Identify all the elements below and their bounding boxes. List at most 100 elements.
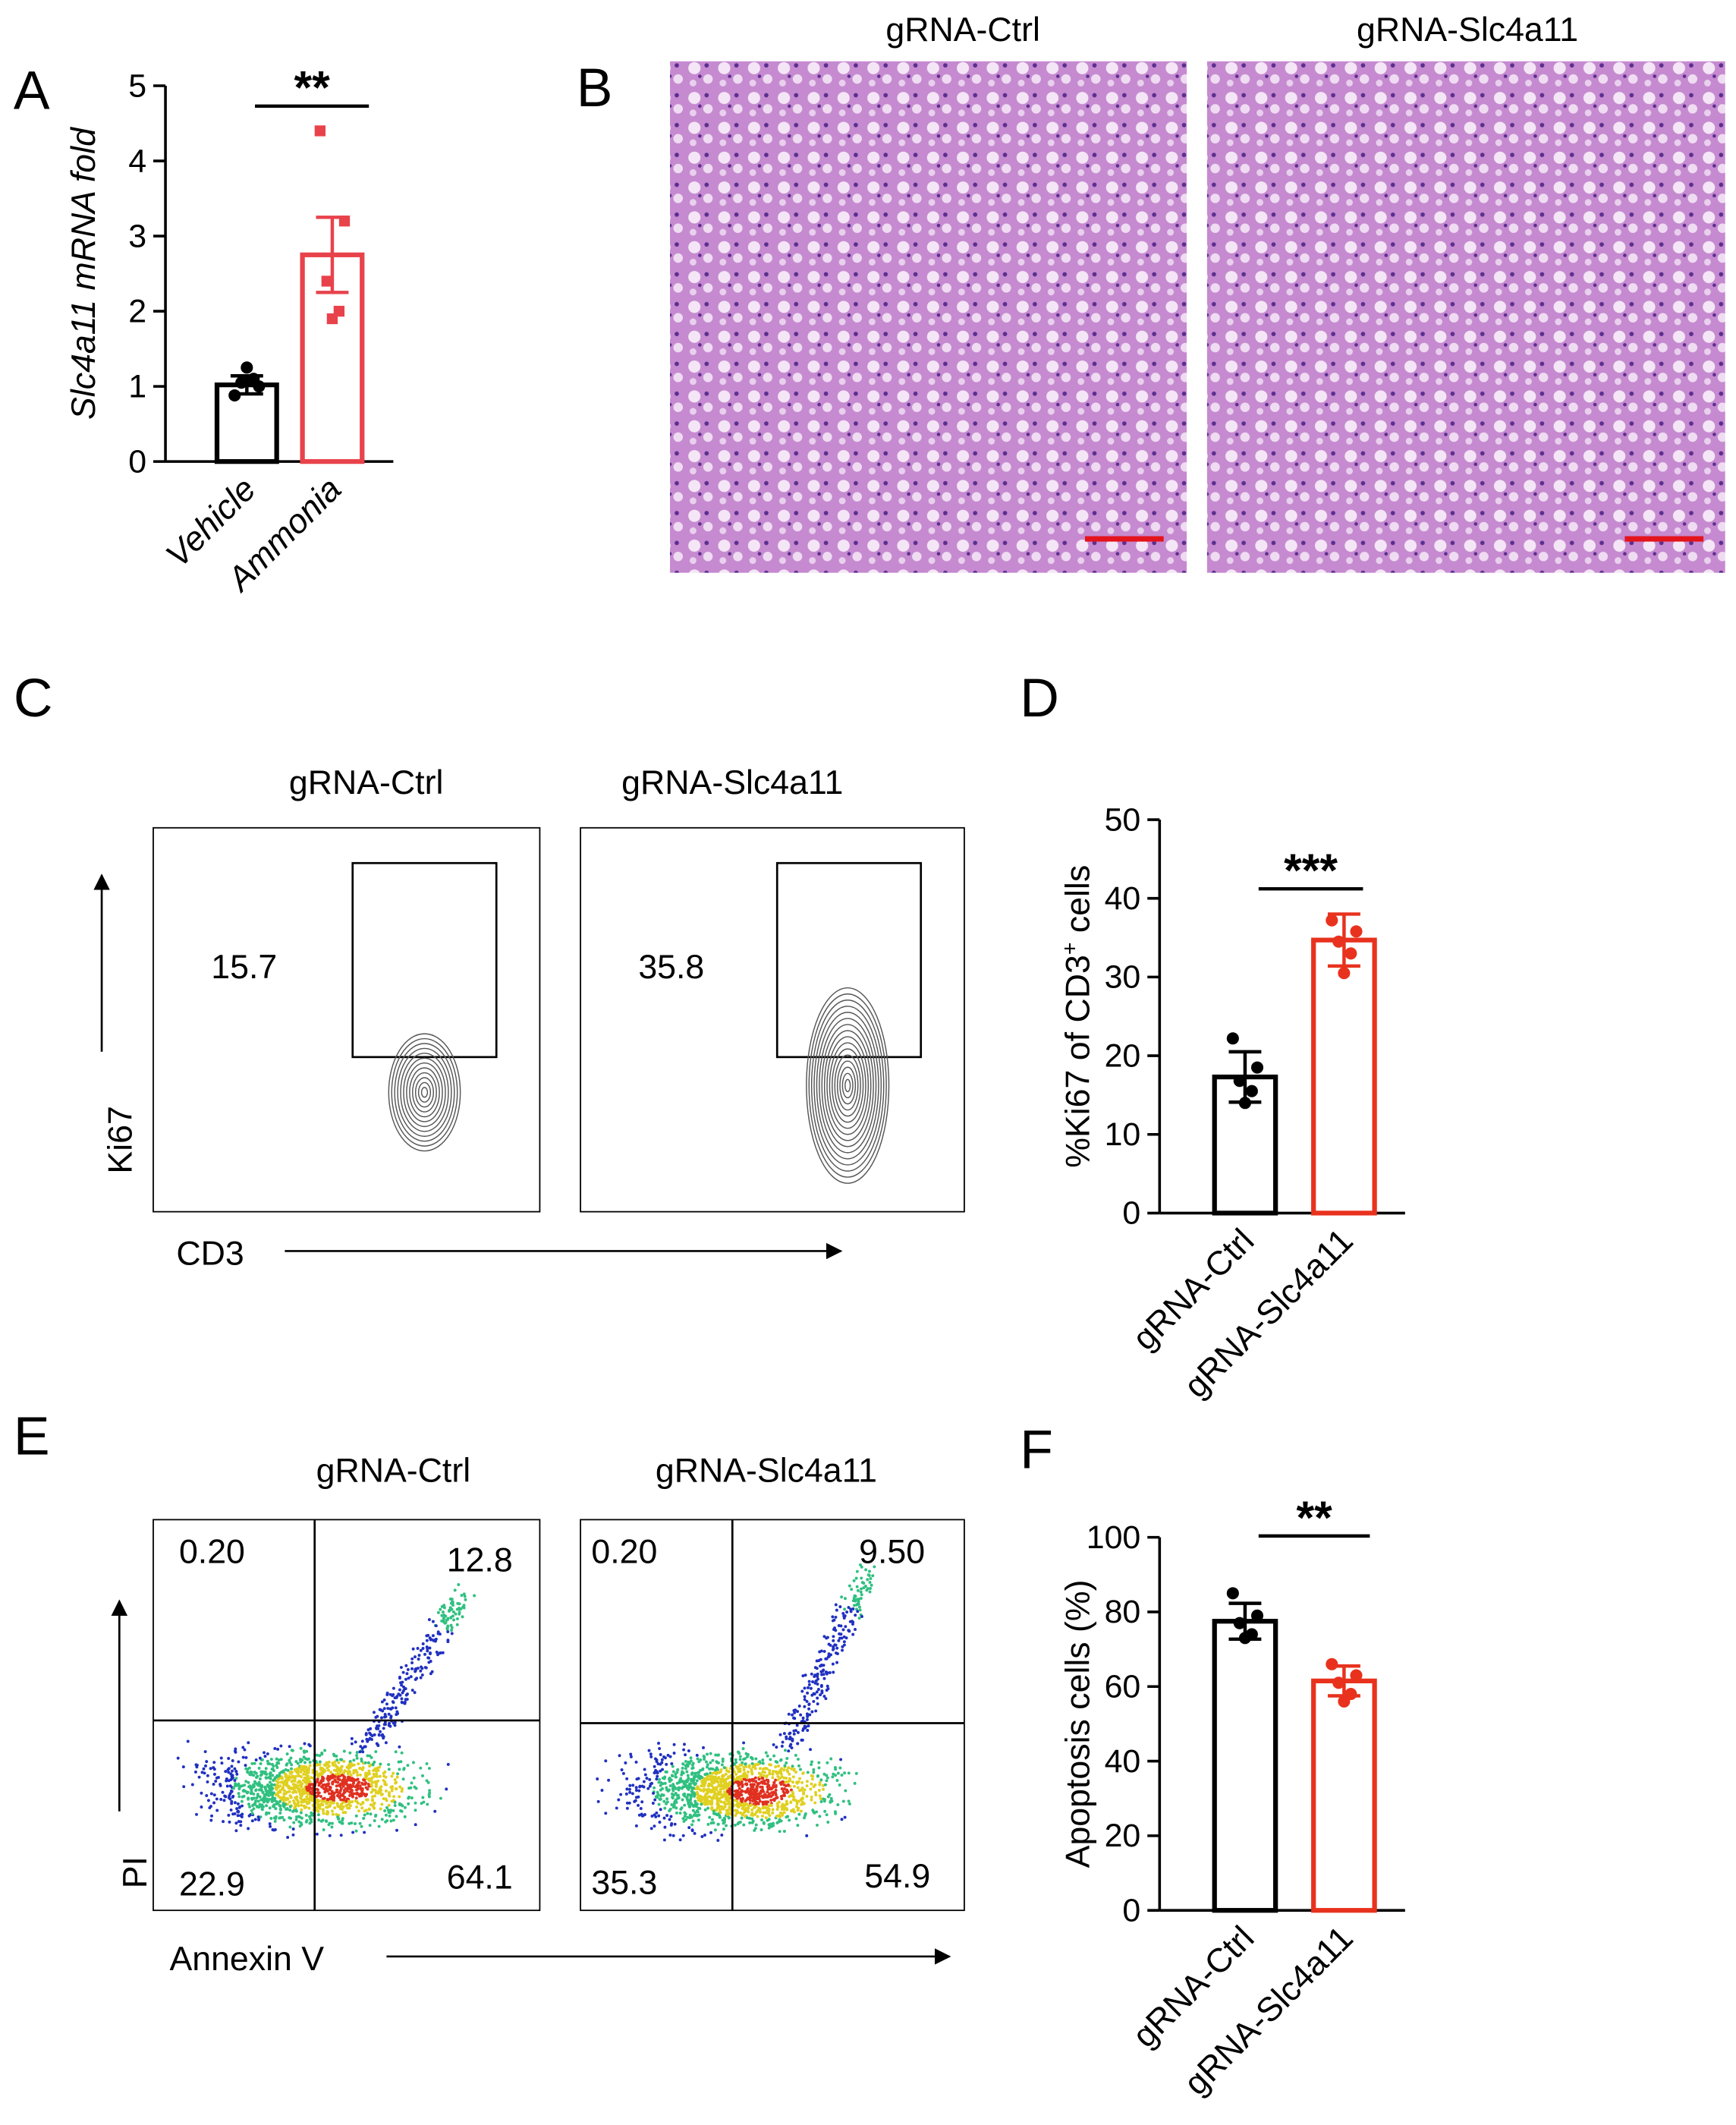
event-dot <box>780 1808 784 1811</box>
event-dot <box>363 1745 366 1749</box>
event-dot <box>600 1789 604 1792</box>
event-dot <box>288 1800 291 1804</box>
significance: *** <box>1284 845 1338 896</box>
event-dot <box>836 1802 840 1806</box>
event-dot <box>414 1801 417 1805</box>
event-dot <box>375 1774 379 1778</box>
event-dot <box>400 1697 404 1701</box>
event-dot <box>325 1819 329 1823</box>
event-dot <box>796 1742 800 1746</box>
event-dot <box>823 1809 827 1813</box>
event-dot <box>781 1780 785 1783</box>
event-dot <box>819 1649 823 1653</box>
event-dot <box>706 1763 709 1767</box>
event-dot <box>203 1771 206 1775</box>
event-dot <box>348 1787 352 1791</box>
event-dot <box>281 1780 285 1784</box>
event-dot <box>777 1820 781 1824</box>
event-dot <box>789 1800 793 1804</box>
y-tick-label: 2 <box>128 293 146 329</box>
event-dot <box>425 1634 429 1638</box>
event-dot <box>835 1778 839 1782</box>
data-point <box>314 125 326 137</box>
event-dot <box>735 1799 739 1803</box>
event-dot <box>403 1805 407 1809</box>
event-dot <box>300 1793 303 1797</box>
event-dot <box>212 1772 216 1776</box>
event-dot <box>704 1788 708 1792</box>
event-dot <box>278 1807 282 1811</box>
event-dot <box>258 1795 262 1799</box>
event-dot <box>358 1784 362 1788</box>
event-dot <box>657 1742 660 1745</box>
event-dot <box>721 1759 725 1763</box>
event-dot <box>304 1813 308 1817</box>
event-dot <box>796 1786 800 1790</box>
event-dot <box>373 1794 377 1798</box>
event-dot <box>233 1812 237 1815</box>
event-dot <box>371 1789 375 1792</box>
event-dot <box>267 1793 271 1797</box>
event-dot <box>368 1824 372 1828</box>
event-dot <box>757 1806 761 1810</box>
event-dot <box>338 1820 341 1824</box>
event-dot <box>715 1813 719 1817</box>
event-dot <box>816 1696 819 1700</box>
contour <box>844 1078 851 1093</box>
event-dot <box>345 1806 349 1810</box>
event-dot <box>400 1790 404 1793</box>
event-dot <box>222 1820 225 1824</box>
event-dot <box>370 1734 374 1738</box>
event-dot <box>741 1804 744 1808</box>
event-dot <box>241 1812 244 1816</box>
event-dot <box>624 1761 627 1765</box>
event-dot <box>596 1777 599 1780</box>
event-dot <box>371 1795 374 1799</box>
event-dot <box>463 1595 467 1598</box>
event-dot <box>832 1639 835 1642</box>
event-dot <box>264 1767 268 1771</box>
event-dot <box>438 1651 442 1655</box>
event-dot <box>215 1809 219 1812</box>
event-dot <box>231 1759 234 1762</box>
event-dot <box>709 1761 712 1765</box>
event-dot <box>760 1773 763 1777</box>
y-tick-label: 80 <box>1105 1594 1141 1630</box>
event-dot <box>376 1779 380 1783</box>
event-dot <box>791 1780 794 1784</box>
event-dot <box>195 1763 199 1767</box>
event-dot <box>671 1774 675 1778</box>
event-dot <box>210 1814 213 1818</box>
event-dot <box>745 1816 749 1820</box>
event-dot <box>263 1785 267 1789</box>
event-dot <box>360 1793 363 1797</box>
event-dot <box>860 1593 863 1597</box>
event-dot <box>692 1793 696 1797</box>
event-dot <box>406 1667 410 1671</box>
event-dot <box>363 1813 366 1817</box>
event-dot <box>801 1716 805 1720</box>
event-dot <box>266 1752 269 1755</box>
y-tick-label: 0 <box>128 443 146 480</box>
event-dot <box>427 1661 431 1664</box>
event-dot <box>762 1821 766 1824</box>
event-dot <box>733 1809 737 1812</box>
event-dot <box>394 1781 398 1785</box>
event-dot <box>320 1752 324 1756</box>
event-dot <box>761 1758 765 1762</box>
contour <box>808 993 887 1178</box>
data-point <box>1332 1676 1345 1689</box>
event-dot <box>741 1761 744 1765</box>
event-dot <box>853 1781 857 1785</box>
event-dot <box>275 1765 279 1769</box>
event-dot <box>243 1783 247 1787</box>
event-dot <box>272 1783 276 1787</box>
event-dot <box>820 1691 824 1695</box>
event-dot <box>452 1618 456 1622</box>
event-dot <box>380 1793 384 1796</box>
event-dot <box>843 1771 847 1775</box>
event-dot <box>419 1766 423 1770</box>
event-dot <box>330 1809 334 1813</box>
bar <box>1212 1619 1278 1913</box>
event-dot <box>665 1814 669 1818</box>
